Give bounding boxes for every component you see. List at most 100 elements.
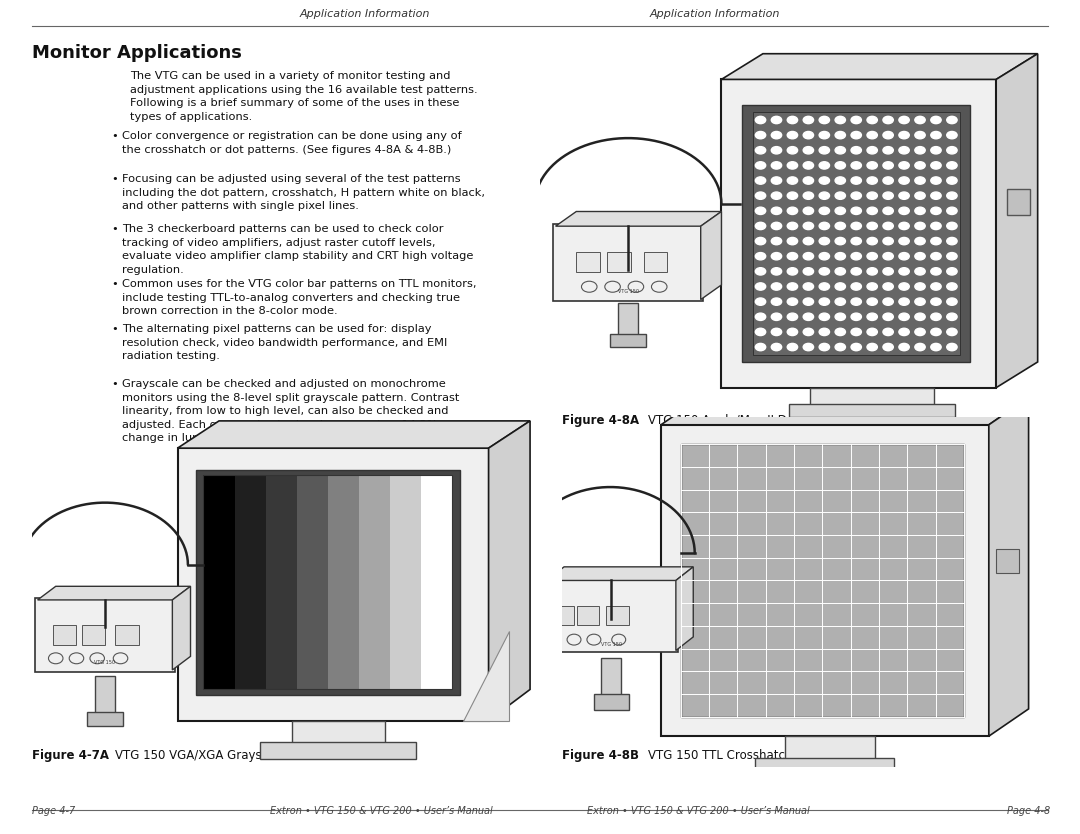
Polygon shape — [488, 421, 530, 721]
Circle shape — [931, 223, 941, 229]
Circle shape — [771, 313, 782, 320]
Circle shape — [787, 132, 798, 138]
Circle shape — [787, 329, 798, 335]
Circle shape — [867, 298, 877, 305]
Circle shape — [819, 162, 829, 169]
Circle shape — [755, 329, 766, 335]
Circle shape — [915, 313, 926, 320]
Text: The VTG can be used in a variety of monitor testing and
adjustment applications : The VTG can be used in a variety of moni… — [130, 71, 477, 122]
Text: •: • — [111, 131, 118, 141]
Circle shape — [804, 298, 813, 305]
Circle shape — [899, 192, 909, 199]
Circle shape — [755, 132, 766, 138]
Circle shape — [899, 283, 909, 290]
Circle shape — [915, 177, 926, 184]
Polygon shape — [721, 53, 1038, 79]
Circle shape — [819, 298, 829, 305]
Circle shape — [835, 329, 846, 335]
Circle shape — [899, 223, 909, 229]
Circle shape — [915, 192, 926, 199]
Circle shape — [835, 298, 846, 305]
Circle shape — [787, 268, 798, 275]
Circle shape — [931, 116, 941, 123]
Circle shape — [899, 132, 909, 138]
Text: Focusing can be adjusted using several of the test patterns
including the dot pa: Focusing can be adjusted using several o… — [122, 174, 485, 211]
Bar — [266, 475, 297, 690]
Bar — [421, 475, 453, 690]
Polygon shape — [462, 631, 510, 721]
Circle shape — [819, 223, 829, 229]
FancyBboxPatch shape — [553, 224, 703, 301]
Bar — [203, 475, 453, 690]
Circle shape — [947, 238, 957, 244]
Circle shape — [931, 298, 941, 305]
Circle shape — [915, 344, 926, 351]
Circle shape — [804, 313, 813, 320]
Bar — [607, 252, 631, 272]
Circle shape — [915, 298, 926, 305]
Circle shape — [915, 268, 926, 275]
Circle shape — [867, 238, 877, 244]
Circle shape — [851, 329, 862, 335]
Bar — [602, 658, 621, 696]
Circle shape — [947, 298, 957, 305]
Bar — [785, 736, 875, 760]
Circle shape — [915, 147, 926, 154]
Circle shape — [835, 313, 846, 320]
Circle shape — [915, 223, 926, 229]
Circle shape — [851, 162, 862, 169]
Circle shape — [771, 238, 782, 244]
FancyBboxPatch shape — [35, 598, 175, 672]
Circle shape — [915, 132, 926, 138]
Bar — [86, 711, 123, 726]
Bar — [644, 252, 667, 272]
Polygon shape — [546, 567, 693, 580]
Circle shape — [771, 207, 782, 214]
Text: Page 4-8: Page 4-8 — [1007, 806, 1050, 816]
Circle shape — [867, 207, 877, 214]
Circle shape — [804, 192, 813, 199]
Circle shape — [771, 162, 782, 169]
Circle shape — [851, 283, 862, 290]
Circle shape — [804, 344, 813, 351]
Circle shape — [819, 329, 829, 335]
Circle shape — [883, 162, 893, 169]
Circle shape — [883, 329, 893, 335]
Circle shape — [819, 283, 829, 290]
Circle shape — [755, 192, 766, 199]
Circle shape — [915, 329, 926, 335]
Circle shape — [931, 162, 941, 169]
Circle shape — [883, 238, 893, 244]
Circle shape — [867, 192, 877, 199]
Circle shape — [835, 238, 846, 244]
Bar — [390, 475, 421, 690]
Circle shape — [931, 147, 941, 154]
Circle shape — [931, 238, 941, 244]
Circle shape — [755, 177, 766, 184]
Bar — [292, 721, 384, 744]
Bar — [742, 105, 970, 362]
Circle shape — [787, 344, 798, 351]
Circle shape — [883, 268, 893, 275]
Bar — [359, 475, 390, 690]
Bar — [577, 252, 599, 272]
Circle shape — [947, 313, 957, 320]
Circle shape — [771, 329, 782, 335]
Circle shape — [883, 207, 893, 214]
FancyBboxPatch shape — [544, 579, 678, 652]
Circle shape — [819, 238, 829, 244]
Text: Extron • VTG 150 & VTG 200 • User’s Manual: Extron • VTG 150 & VTG 200 • User’s Manu… — [270, 806, 492, 816]
Bar — [297, 475, 328, 690]
Circle shape — [915, 253, 926, 260]
Circle shape — [819, 116, 829, 123]
Circle shape — [851, 132, 862, 138]
Circle shape — [867, 268, 877, 275]
Circle shape — [787, 116, 798, 123]
Circle shape — [804, 329, 813, 335]
Circle shape — [755, 207, 766, 214]
Circle shape — [787, 238, 798, 244]
Circle shape — [787, 223, 798, 229]
Circle shape — [787, 147, 798, 154]
Bar — [618, 304, 638, 336]
Circle shape — [899, 238, 909, 244]
